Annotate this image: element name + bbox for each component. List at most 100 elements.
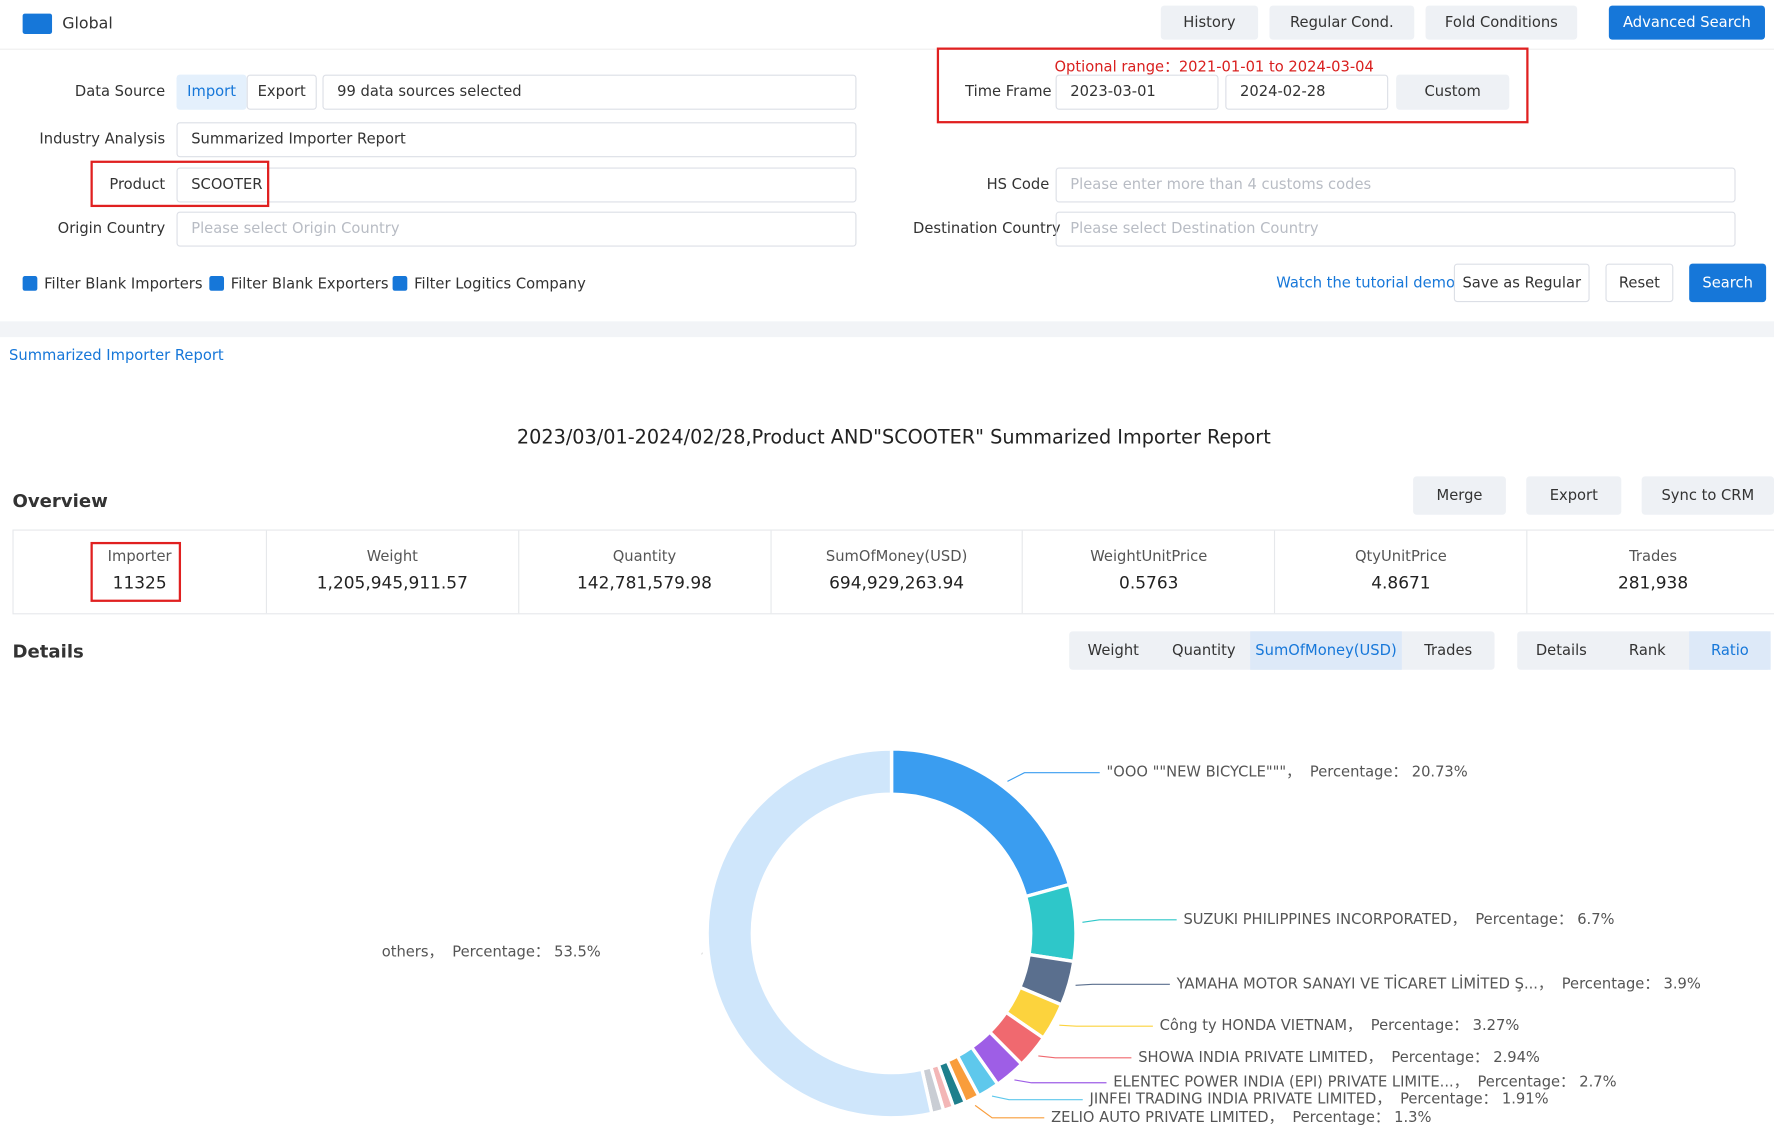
- slice-label: JINFEI TRADING INDIA PRIVATE LIMITED， Per…: [1089, 1091, 1549, 1108]
- tab[interactable]: Quantity: [1172, 642, 1236, 660]
- slice: [705, 747, 934, 1120]
- save-btn[interactable]: Save as Regular: [1453, 263, 1590, 303]
- tab[interactable]: Ratio: [1689, 631, 1771, 670]
- label-sep: ，: [429, 944, 444, 961]
- view-tabs: Details Rank Ratio: [1517, 631, 1771, 670]
- import-btn[interactable]: Import: [176, 74, 247, 110]
- highlight: [90, 541, 182, 602]
- label-pct: Percentage：: [1477, 1074, 1574, 1091]
- reset-btn[interactable]: Reset: [1605, 263, 1674, 303]
- label-name: YAMAHA MOTOR SANAYI VE TİCARET LİMİTED Ş…: [1176, 974, 1538, 992]
- label-sep: ，: [1269, 1109, 1284, 1126]
- range-value: 2021-01-01 to 2024-03-04: [1178, 58, 1374, 76]
- label-sep: ，: [1454, 1074, 1469, 1091]
- label-pct: Percentage：: [1475, 911, 1572, 928]
- label-value: 3.27%: [1473, 1017, 1520, 1034]
- stat: SumOfMoney(USD) 694,929,263.94: [769, 530, 1022, 614]
- label-value: 2.7%: [1579, 1074, 1616, 1091]
- tab[interactable]: Weight: [1087, 642, 1139, 660]
- leader-line: [1082, 919, 1177, 923]
- crm-btn[interactable]: Sync to CRM: [1641, 476, 1774, 515]
- scope[interactable]: Global: [62, 14, 113, 33]
- label-pct: Percentage：: [452, 944, 549, 961]
- stat: Weight 1,205,945,911.57: [265, 530, 518, 614]
- label: Destination Country: [913, 220, 1061, 238]
- label-value: 20.73%: [1412, 764, 1468, 781]
- stat: Trades 281,938: [1526, 530, 1774, 614]
- label-pct: Percentage：: [1562, 975, 1659, 992]
- stat-label: WeightUnitPrice: [1090, 548, 1208, 566]
- stat: WeightUnitPrice 0.5763: [1022, 530, 1274, 614]
- leader-line: [1059, 1024, 1153, 1027]
- stats-panel: Importer 11325 Weight 1,205,945,911.57 Quant…: [12, 529, 1774, 615]
- data-source-select[interactable]: 99 data sources selected: [322, 74, 857, 110]
- stat-value: 281,938: [1617, 572, 1689, 593]
- optional-range: Optional range：2021-01-01 to 2024-03-04: [1054, 54, 1374, 76]
- end-date[interactable]: 2024-02-28: [1225, 74, 1389, 110]
- tab[interactable]: Details: [1535, 642, 1587, 660]
- label-value: 1.3%: [1394, 1109, 1431, 1126]
- label-name: SHOWA INDIA PRIVATE LIMITED: [1138, 1049, 1367, 1066]
- stat-value: 4.8671: [1371, 572, 1431, 593]
- label-name: "OOO ""NEW BICYCLE""": [1107, 764, 1287, 781]
- slice: [1023, 882, 1078, 964]
- stat-value: 142,781,579.98: [576, 572, 712, 593]
- slice: [889, 747, 1072, 899]
- slice-label: ELENTEC POWER INDIA (EPI) PRIVATE LIMITE…: [1113, 1074, 1616, 1091]
- label-name: Công ty HONDA VIETNAM: [1160, 1017, 1347, 1034]
- tab[interactable]: Summarized Importer Report: [9, 347, 224, 365]
- stat-label: Weight: [366, 548, 418, 566]
- label: Time Frame: [965, 83, 1052, 101]
- filter-text: Filter Logitics Company: [414, 276, 586, 294]
- overview-title: Overview: [12, 489, 108, 512]
- filter[interactable]: Filter Blank Importers: [22, 276, 203, 293]
- export-btn[interactable]: Export: [246, 74, 317, 110]
- start-date[interactable]: 2023-03-01: [1055, 74, 1219, 110]
- stat-value: 11325: [112, 572, 167, 593]
- divider: [0, 48, 1774, 50]
- label-pct: Percentage：: [1371, 1017, 1468, 1034]
- history-btn[interactable]: History: [1160, 5, 1259, 40]
- label-sep: ，: [1376, 1091, 1391, 1108]
- filter[interactable]: Filter Logitics Company: [392, 276, 586, 294]
- report-title: 2023/03/01-2024/02/28,Product AND"SCOOTE…: [516, 426, 1271, 450]
- search-btn[interactable]: Search: [1689, 263, 1767, 303]
- label-value: 1.91%: [1502, 1091, 1549, 1108]
- globe-icon: [22, 13, 53, 34]
- tutorial-link[interactable]: Watch the tutorial demo: [1276, 274, 1455, 292]
- stat: Quantity 142,781,579.98: [517, 530, 770, 614]
- hs-input[interactable]: Please enter more than 4 customs codes: [1055, 167, 1736, 203]
- product-input[interactable]: SCOOTER: [176, 167, 857, 203]
- leader-line: [1007, 772, 1100, 782]
- label-value: 2.94%: [1493, 1049, 1540, 1066]
- stat: Importer 11325: [14, 531, 266, 614]
- regular-cond-btn[interactable]: Regular Cond.: [1269, 5, 1415, 40]
- label-value: 3.9%: [1664, 975, 1701, 992]
- leader-line: [991, 1095, 1083, 1101]
- custom-btn[interactable]: Custom: [1396, 74, 1510, 110]
- origin-select[interactable]: Please select Origin Country: [176, 211, 857, 247]
- slice-label: ZELIO AUTO PRIVATE LIMITED， Percentage： 1.…: [1051, 1109, 1431, 1126]
- stat-value: 0.5763: [1119, 572, 1179, 593]
- destination-select[interactable]: Please select Destination Country: [1055, 211, 1736, 247]
- slice-label: SUZUKI PHILIPPINES INCORPORATED， Percenta…: [1183, 911, 1614, 928]
- filter[interactable]: Filter Blank Exporters: [209, 276, 389, 293]
- stat-value: 694,929,263.94: [829, 572, 965, 593]
- label-sep: ，: [1452, 911, 1467, 928]
- merge-btn[interactable]: Merge: [1413, 476, 1506, 515]
- stat-label: QtyUnitPrice: [1354, 548, 1447, 566]
- export-btn[interactable]: Export: [1526, 476, 1622, 515]
- tab[interactable]: Trades: [1424, 642, 1473, 660]
- tab[interactable]: SumOfMoney(USD): [1250, 631, 1402, 670]
- advanced-search-btn[interactable]: Advanced Search: [1608, 5, 1765, 40]
- metric-tabs: Weight Quantity SumOfMoney(USD) Trades: [1069, 631, 1495, 670]
- label-sep: ，: [1368, 1049, 1383, 1066]
- stat-value: 1,205,945,911.57: [316, 572, 468, 593]
- label-name: JINFEI TRADING INDIA PRIVATE LIMITED: [1089, 1091, 1377, 1108]
- leader-line: [974, 1104, 1045, 1119]
- industry-select[interactable]: Summarized Importer Report: [176, 122, 857, 158]
- fold-btn[interactable]: Fold Conditions: [1425, 5, 1578, 40]
- tab[interactable]: Rank: [1628, 642, 1666, 660]
- label: Product: [109, 176, 166, 194]
